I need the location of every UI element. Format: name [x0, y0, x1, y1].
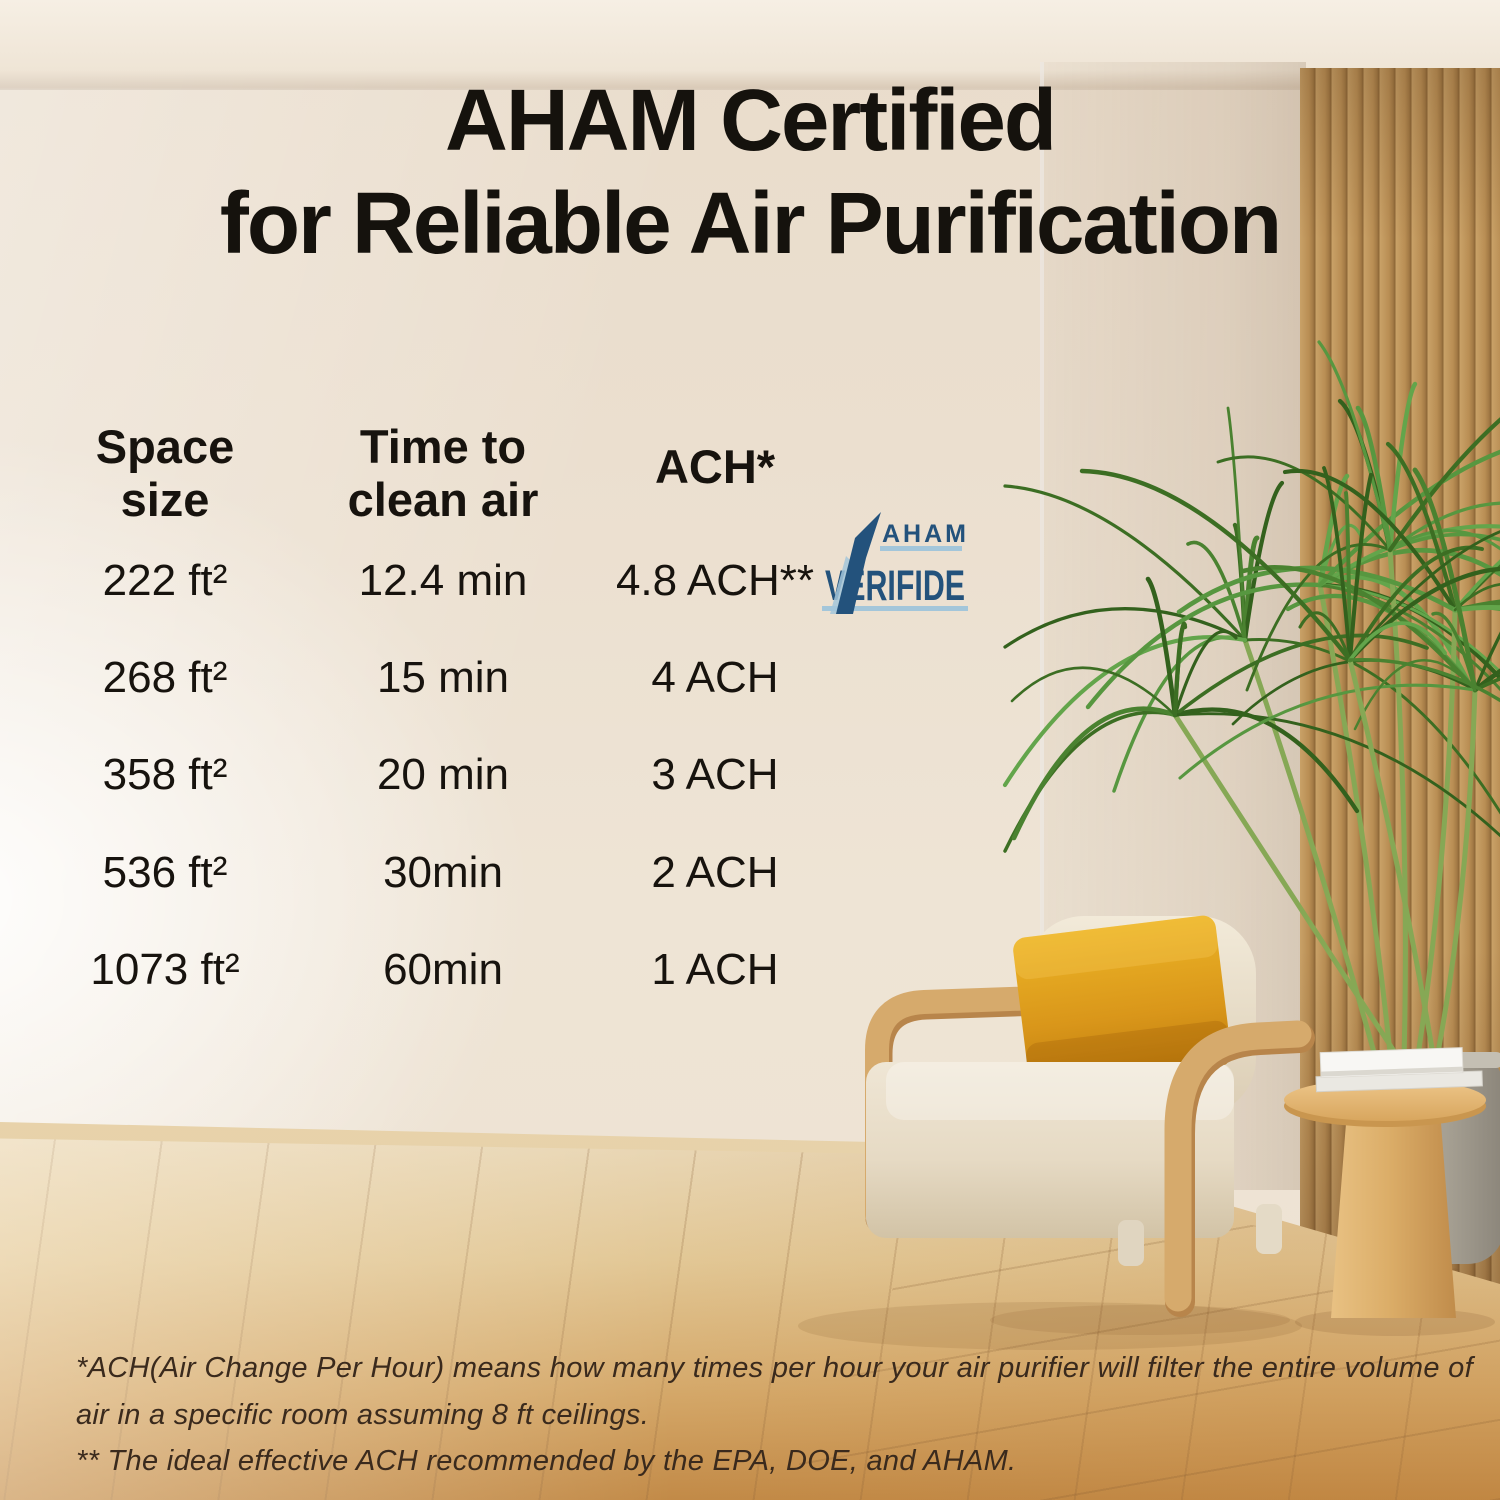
- time-value: 20 min: [376, 750, 510, 799]
- column-header-time-to-clean: Time to clean air: [347, 420, 539, 527]
- page-title-line1: AHAM Certified: [444, 72, 1057, 169]
- ach-value: 3 ACH: [651, 750, 779, 799]
- checkmark-icon: [836, 512, 881, 614]
- checkmark-icon: [830, 556, 852, 614]
- ach-value: 4.8 ACH**: [615, 556, 815, 605]
- footnote-line: ** The ideal effective ACH recommended b…: [76, 1445, 1017, 1477]
- badge-brand-text: AHAM: [882, 520, 969, 548]
- table-row: 358 ft² 20 min 3 ACH: [0, 750, 1500, 802]
- space-size-value: 536 ft²: [102, 848, 228, 897]
- table-row: 536 ft² 30min 2 ACH: [0, 848, 1500, 900]
- space-size-value: 268 ft²: [102, 653, 228, 702]
- footnote-line: *ACH(Air Change Per Hour) means how many…: [76, 1352, 1473, 1384]
- time-value: 15 min: [376, 653, 510, 702]
- space-size-value: 1073 ft²: [90, 945, 240, 994]
- table-row: 268 ft² 15 min 4 ACH: [0, 653, 1500, 705]
- column-header-ach: ACH*: [654, 440, 776, 493]
- aham-verifide-logo: AHAM VERIFIDE: [822, 512, 969, 614]
- ach-value: 2 ACH: [651, 848, 779, 897]
- table-row: 222 ft² 12.4 min 4.8 ACH**: [0, 556, 1500, 608]
- footnote-line: air in a specific room assuming 8 ft cei…: [76, 1399, 650, 1431]
- page-title: AHAM Certified for Reliable Air Purifica…: [0, 70, 1500, 275]
- column-header-space-size: Space size: [95, 420, 235, 527]
- aham-verifide-badge: AHAM VERIFIDE: [820, 510, 970, 622]
- space-size-value: 358 ft²: [102, 750, 228, 799]
- ach-value: 4 ACH: [651, 653, 779, 702]
- time-value: 12.4 min: [358, 556, 528, 605]
- time-value: 30min: [383, 848, 503, 897]
- ceiling: [0, 0, 1500, 90]
- page-title-line2: for Reliable Air Purification: [219, 174, 1282, 272]
- space-size-value: 222 ft²: [102, 556, 228, 605]
- time-value: 60min: [383, 945, 503, 994]
- table-row: 1073 ft² 60min 1 ACH: [0, 945, 1500, 997]
- ach-value: 1 ACH: [651, 945, 779, 994]
